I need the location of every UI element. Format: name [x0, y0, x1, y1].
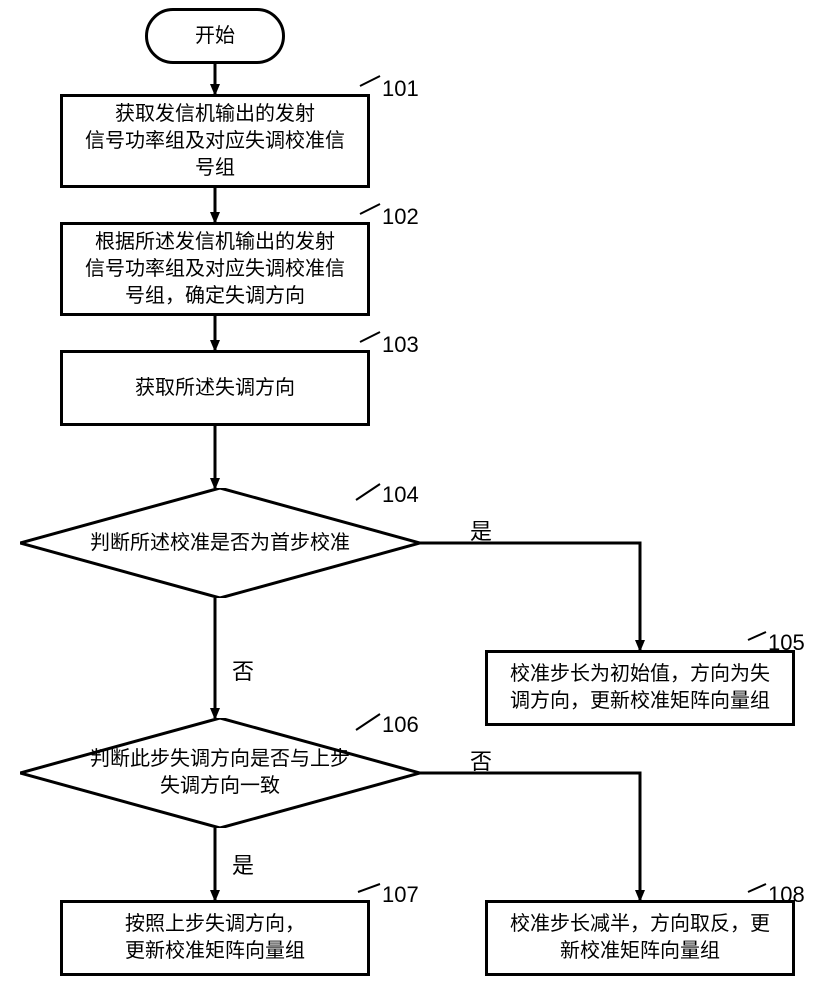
process-103-label: 获取所述失调方向 — [135, 375, 295, 402]
decision-106: 判断此步失调方向是否与上步 失调方向一致 — [20, 718, 420, 828]
process-105-label: 校准步长为初始值，方向为失 调方向，更新校准矩阵向量组 — [510, 661, 770, 715]
process-102: 根据所述发信机输出的发射 信号功率组及对应失调校准信 号组，确定失调方向 — [60, 222, 370, 316]
step-label-103: 103 — [382, 332, 419, 358]
step-label-101: 101 — [382, 76, 419, 102]
step-label-106: 106 — [382, 712, 419, 738]
edge-label-104-yes: 是 — [470, 514, 492, 546]
process-105: 校准步长为初始值，方向为失 调方向，更新校准矩阵向量组 — [485, 650, 795, 726]
process-108: 校准步长减半，方向取反，更 新校准矩阵向量组 — [485, 900, 795, 976]
process-107: 按照上步失调方向， 更新校准矩阵向量组 — [60, 900, 370, 976]
edge-label-106-yes: 是 — [232, 848, 254, 880]
step-label-108: 108 — [768, 882, 805, 908]
process-108-label: 校准步长减半，方向取反，更 新校准矩阵向量组 — [510, 911, 770, 965]
process-101-label: 获取发信机输出的发射 信号功率组及对应失调校准信 号组 — [85, 101, 345, 182]
step-label-104: 104 — [382, 482, 419, 508]
process-107-label: 按照上步失调方向， 更新校准矩阵向量组 — [125, 911, 305, 965]
step-label-107: 107 — [382, 882, 419, 908]
edge-label-104-no: 否 — [232, 654, 254, 686]
process-103: 获取所述失调方向 — [60, 350, 370, 426]
edge-label-106-no: 否 — [470, 744, 492, 776]
start-node: 开始 — [145, 8, 285, 64]
decision-104-label: 判断所述校准是否为首步校准 — [90, 530, 350, 557]
process-101: 获取发信机输出的发射 信号功率组及对应失调校准信 号组 — [60, 94, 370, 188]
decision-104: 判断所述校准是否为首步校准 — [20, 488, 420, 598]
start-label: 开始 — [195, 23, 235, 50]
step-label-105: 105 — [768, 630, 805, 656]
decision-106-label: 判断此步失调方向是否与上步 失调方向一致 — [90, 746, 350, 800]
step-label-102: 102 — [382, 204, 419, 230]
process-102-label: 根据所述发信机输出的发射 信号功率组及对应失调校准信 号组，确定失调方向 — [85, 229, 345, 310]
